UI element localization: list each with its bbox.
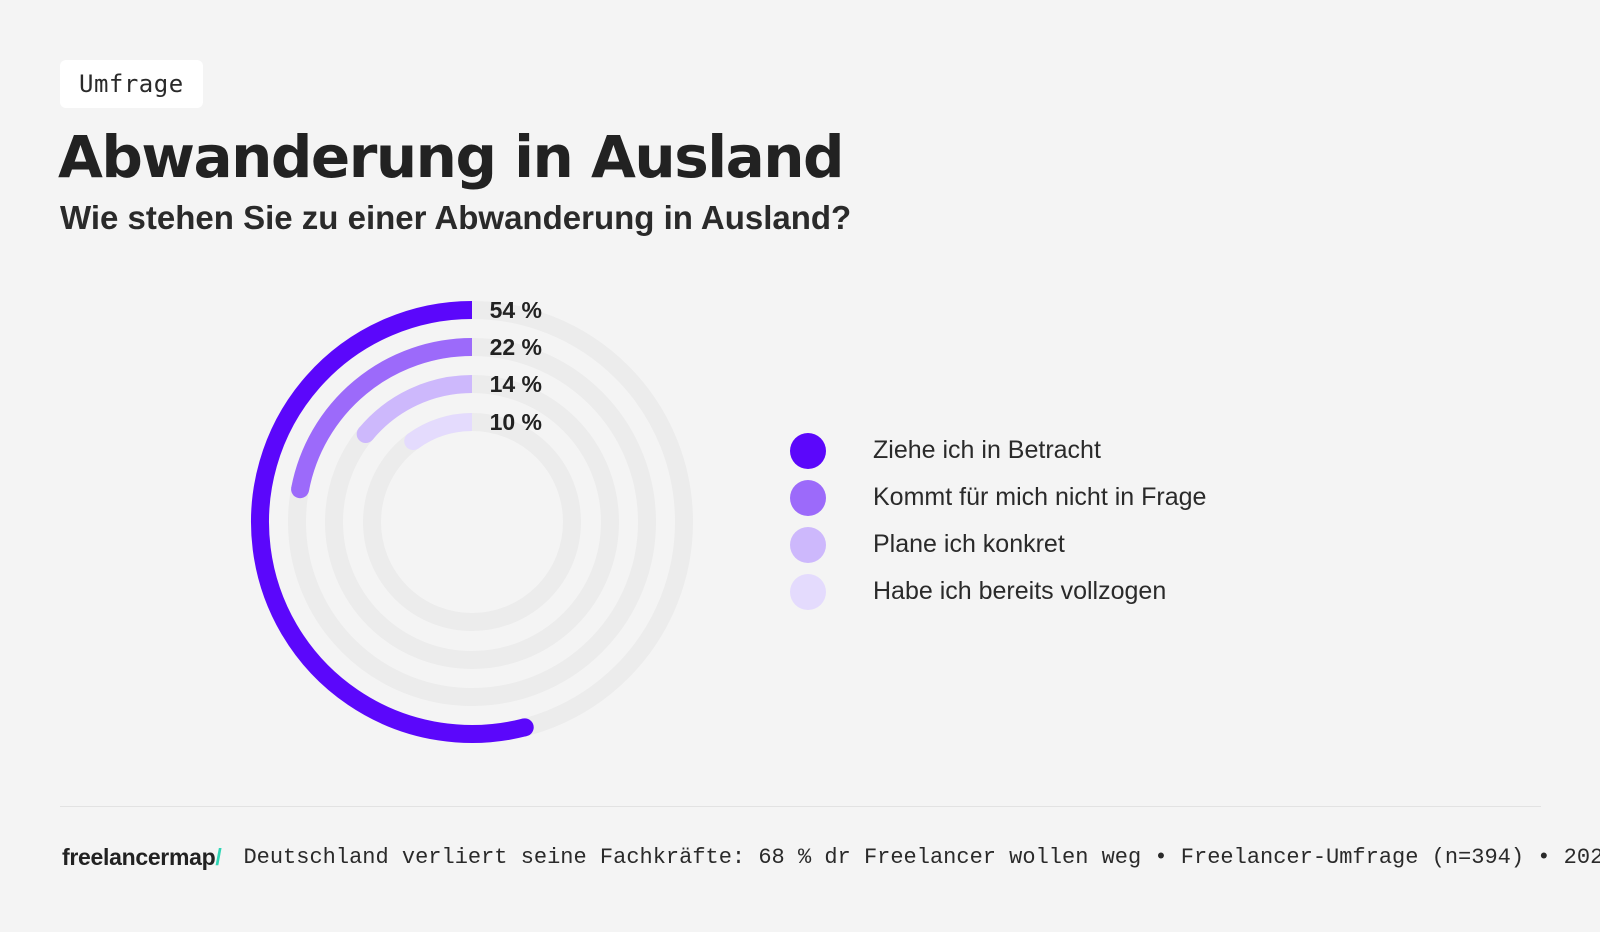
page-subtitle: Wie stehen Sie zu einer Abwanderung in A… [60,199,852,236]
legend-label: Plane ich konkret [873,530,1065,558]
footer: freelancermap / Deutschland verliert sein… [62,844,1600,871]
legend-item: Ziehe ich in Betracht [790,427,1206,474]
legend-item: Plane ich konkret [790,521,1206,568]
ring-track [363,413,581,631]
ring-arc-cap [356,425,375,444]
ring-arc [291,338,473,491]
legend-label: Ziehe ich in Betracht [873,436,1101,464]
legend-swatch [790,526,826,563]
ring-arc-cap [515,718,534,737]
legend-label: Kommt für mich nicht in Frage [873,483,1207,511]
percent-label: 10 % [490,409,542,435]
legend-item: Habe ich bereits vollzogen [790,568,1206,615]
category-badge: Umfrage [60,60,203,108]
ring-arc [251,301,527,743]
ring-arc-cap [404,432,423,451]
legend-swatch [790,479,826,516]
source-text: Deutschland verliert seine Fachkräfte: 6… [243,845,1600,870]
legend-swatch [790,432,826,469]
percent-label: 22 % [490,334,542,360]
chart-legend: Ziehe ich in Betracht Kommt für mich nich… [790,427,1206,615]
logo-text: freelancermap [62,844,216,870]
ring-arc [358,375,473,440]
ring-arc [407,413,473,449]
legend-label: Habe ich bereits vollzogen [873,577,1167,605]
page-title: Abwanderung in Ausland [58,123,845,191]
freelancermap-logo[interactable]: freelancermap / [62,844,222,871]
logo-slash-icon: / [215,844,222,870]
legend-item: Kommt für mich nicht in Frage [790,474,1206,521]
percent-label: 14 % [490,371,542,397]
ring-arc-cap [291,480,310,499]
percent-label: 54 % [490,297,542,323]
footer-divider [60,806,1541,807]
legend-swatch [790,573,826,610]
